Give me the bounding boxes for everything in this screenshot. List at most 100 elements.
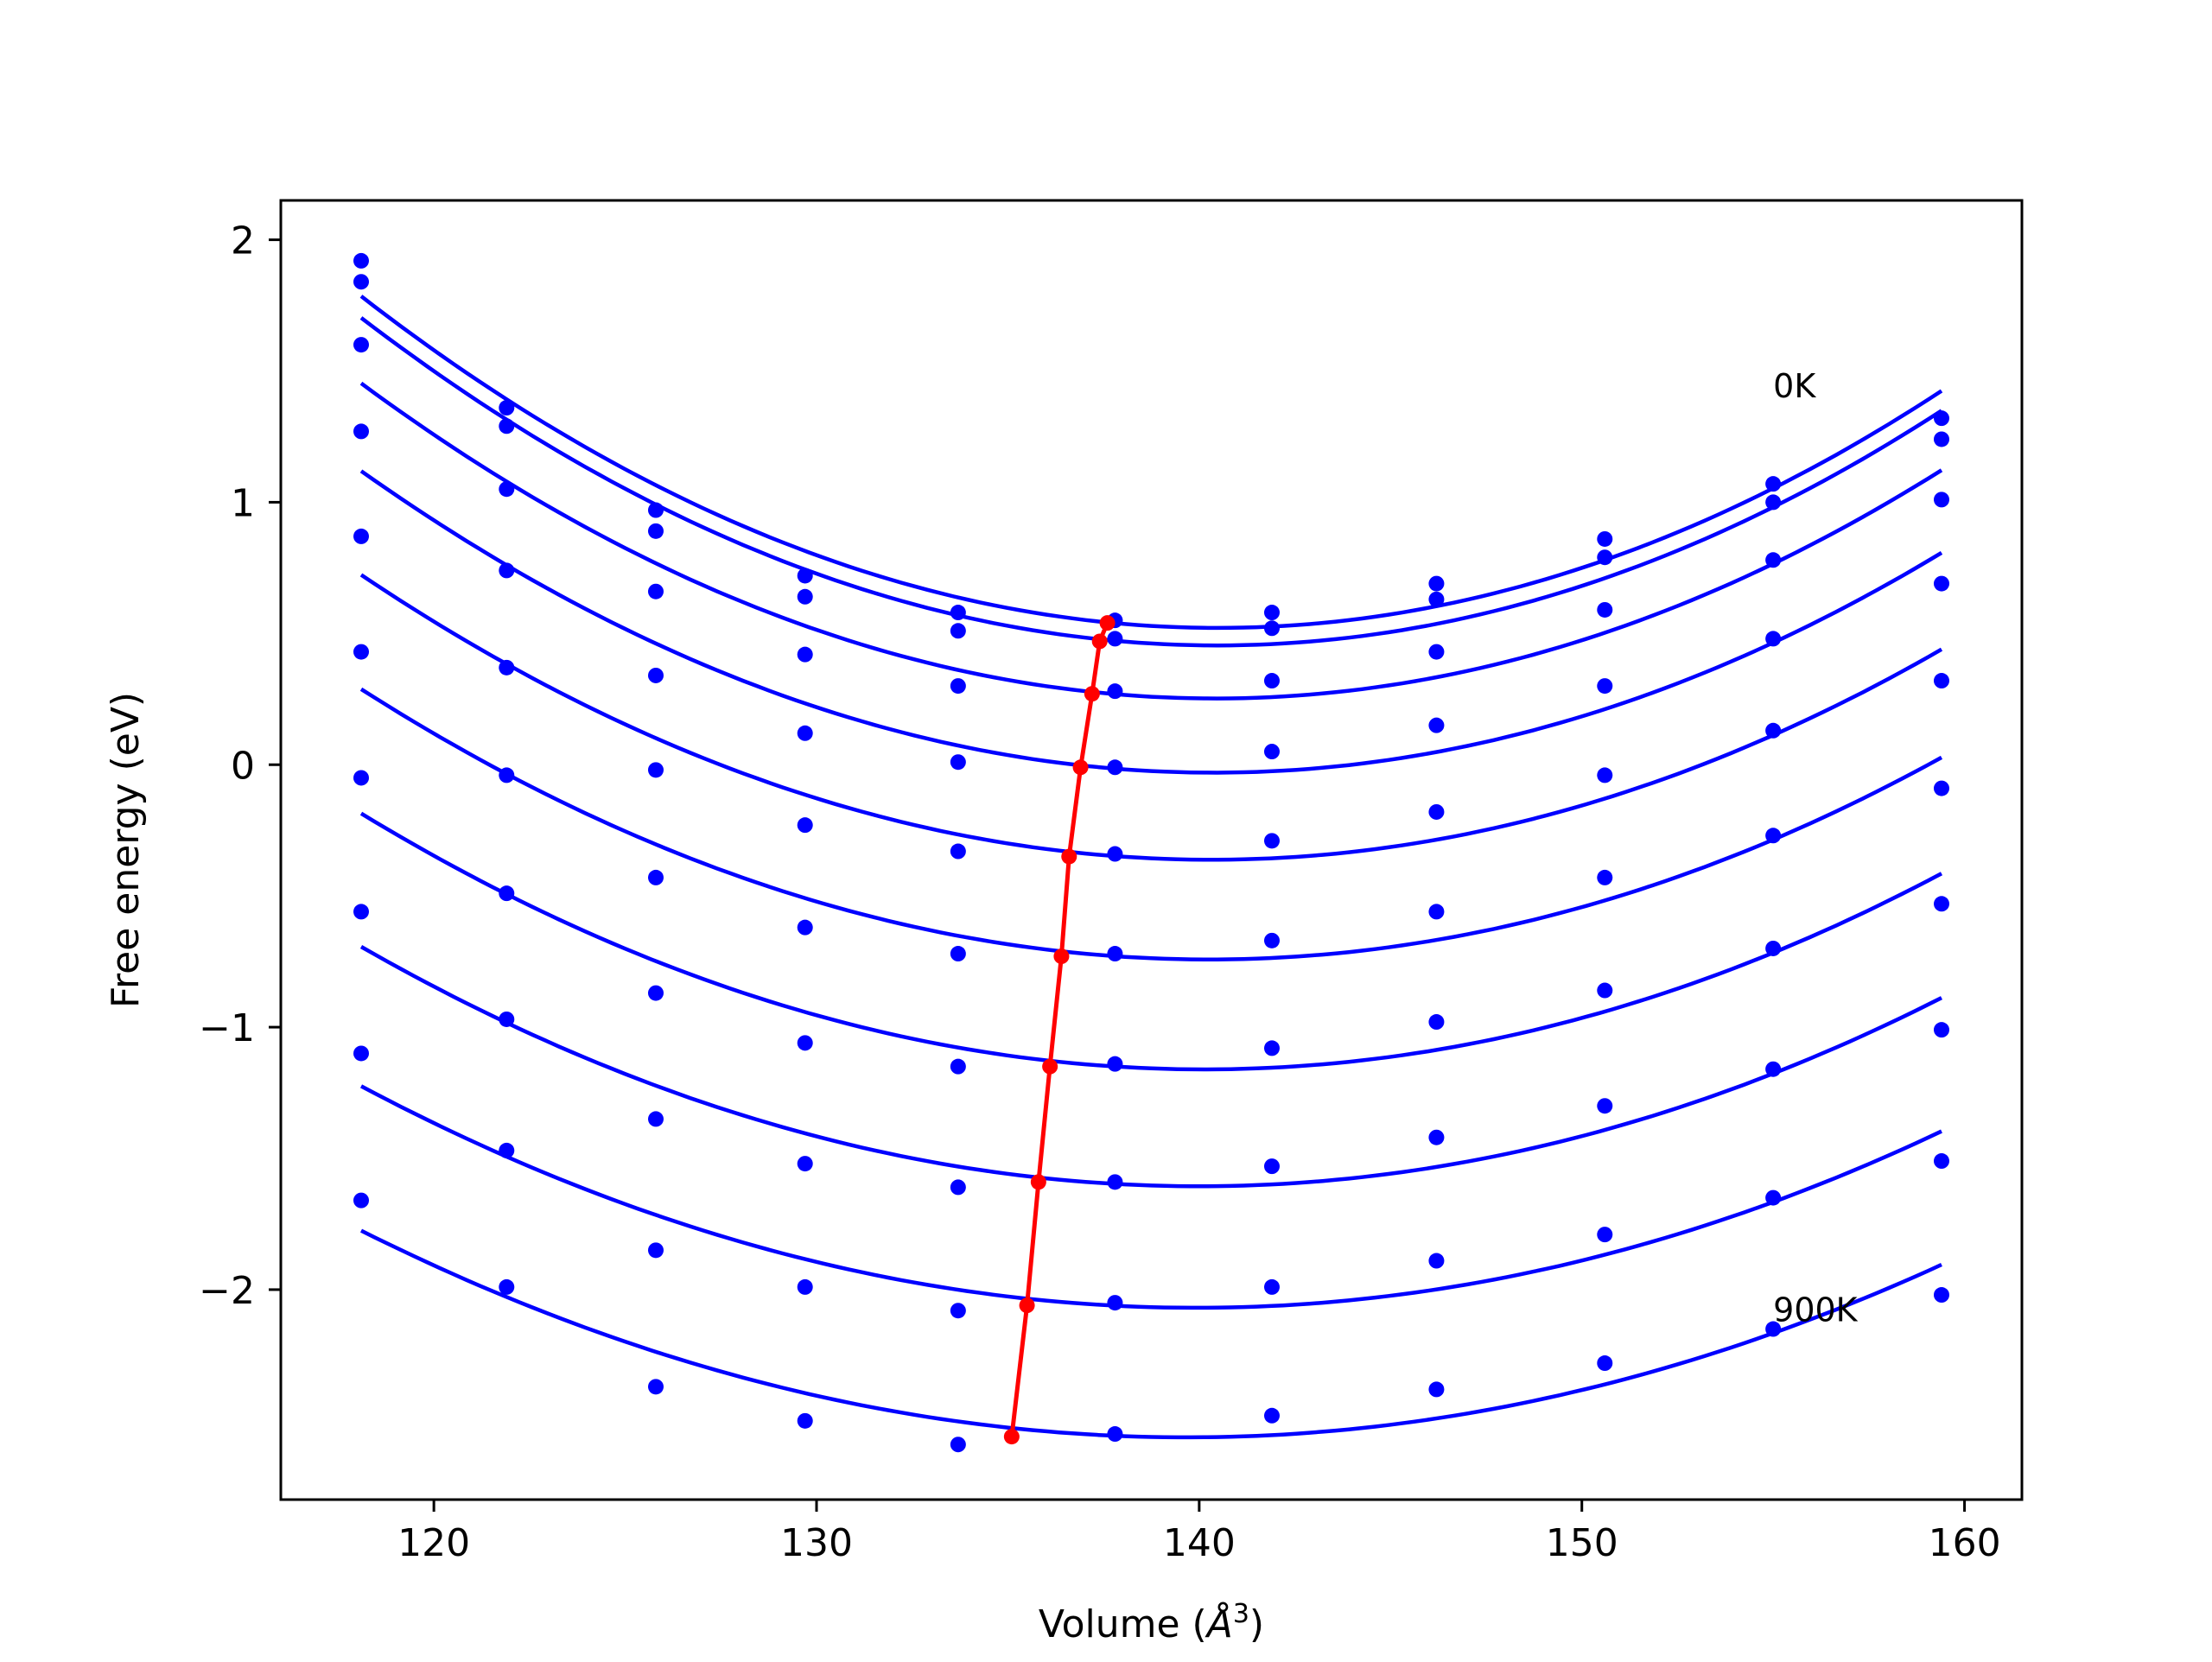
minimum-point (1072, 759, 1089, 776)
series-5-point (1934, 673, 1949, 689)
series-1-point (1597, 530, 1613, 547)
series-2-point (1765, 494, 1782, 511)
series-10-point (950, 1437, 966, 1453)
series-3-point (1934, 492, 1949, 508)
series-4-point (499, 562, 515, 579)
axis-ticks: 120 130 140 150 160 −2 −1 0 1 2 (199, 219, 2000, 1565)
series-10-point (1765, 1321, 1782, 1337)
minimum-point (1019, 1297, 1035, 1314)
series-9-point (1934, 1153, 1949, 1170)
y-tick-label: 0 (231, 744, 255, 788)
series-10-point (1934, 1287, 1949, 1304)
series-10-point (648, 1379, 664, 1395)
x-tick-label: 160 (1929, 1521, 2001, 1565)
series-8-point (353, 904, 369, 920)
series-1-point (499, 400, 515, 416)
series-6-curve (359, 687, 1943, 961)
series-8-point (1597, 1098, 1613, 1114)
series-2-point (1428, 591, 1445, 607)
series-8-point (1107, 1174, 1123, 1190)
series-6-point (950, 946, 966, 962)
plot-area (353, 252, 1949, 1453)
y-tick-label: −2 (199, 1269, 255, 1313)
x-tick-label: 140 (1163, 1521, 1236, 1565)
series-6-point (648, 869, 664, 885)
y-tick-label: −1 (199, 1006, 255, 1050)
series-4-point (648, 667, 664, 683)
series-3-point (1107, 683, 1123, 700)
series-9-point (950, 1303, 966, 1319)
series-8-point (499, 1011, 515, 1027)
minimum-point (1091, 633, 1108, 650)
series-10-point (353, 1192, 369, 1208)
series-1-point (1264, 605, 1280, 621)
series-1-point (353, 252, 369, 269)
series-10-point (1597, 1355, 1613, 1372)
series-9-point (353, 1045, 369, 1062)
series-9-point (797, 1278, 813, 1295)
series-7-point (1934, 896, 1949, 912)
series-4-point (1264, 744, 1280, 760)
minimum-point (1042, 1058, 1058, 1075)
series-7-point (499, 885, 515, 902)
series-2-point (648, 523, 664, 539)
series-5-point (1597, 767, 1613, 783)
series-5-point (353, 528, 369, 544)
y-axis-label: Free energy (eV) (104, 692, 148, 1008)
series-10-point (797, 1412, 813, 1429)
series-2-point (1597, 549, 1613, 566)
series-9-point (499, 1142, 515, 1158)
series-1-curve (359, 295, 1943, 631)
series-5-point (950, 843, 966, 860)
series-2-point (353, 274, 369, 290)
series-7-point (353, 770, 369, 786)
series-6-point (1107, 946, 1123, 962)
series-5-point (499, 659, 515, 676)
series-4-point (1765, 631, 1782, 647)
axes-frame (279, 199, 2024, 1501)
series-3-point (648, 583, 664, 599)
series-5-point (1107, 846, 1123, 862)
minimum-point (1030, 1174, 1046, 1190)
series-6-point (1428, 904, 1445, 920)
series-8-point (648, 1111, 664, 1127)
series-6-point (1597, 869, 1613, 885)
series-3-point (1428, 644, 1445, 660)
series-9-point (1107, 1295, 1123, 1311)
series-3-point (1765, 552, 1782, 568)
series-5-point (1428, 803, 1445, 820)
x-axis-label: Volume (Å3) (1039, 1599, 1264, 1647)
series-4-point (353, 423, 369, 440)
series-1-point (1765, 476, 1782, 492)
series-9-curve (359, 1084, 1942, 1310)
series-9-point (1264, 1278, 1280, 1295)
minimum-point (1084, 686, 1100, 702)
series-1-point (1428, 575, 1445, 592)
series-2-curve (359, 316, 1943, 648)
series-3-point (499, 481, 515, 498)
x-tick-label: 150 (1546, 1521, 1618, 1565)
series-3-curve (359, 381, 1943, 701)
series-8-point (950, 1179, 966, 1196)
series-10-curve (359, 1228, 1942, 1440)
y-tick-label: 1 (231, 481, 255, 525)
y-tick-label: 2 (231, 219, 255, 263)
series-6-point (1934, 780, 1949, 796)
series-10-point (1107, 1426, 1123, 1443)
series-3-point (1597, 601, 1613, 618)
series-7-point (1765, 940, 1782, 956)
series-7-point (648, 985, 664, 1001)
series-2-point (1107, 631, 1123, 647)
series-9-point (648, 1242, 664, 1259)
series-8-point (797, 1156, 813, 1172)
curve-annotation: 900K (1773, 1291, 1859, 1329)
series-4-point (1428, 717, 1445, 733)
series-5-point (648, 762, 664, 778)
series-4-point (950, 754, 966, 771)
series-8-point (1428, 1129, 1445, 1145)
series-7-point (950, 1058, 966, 1075)
series-5-point (1264, 833, 1280, 849)
series-10-point (499, 1278, 515, 1295)
series-7-point (797, 1035, 813, 1051)
